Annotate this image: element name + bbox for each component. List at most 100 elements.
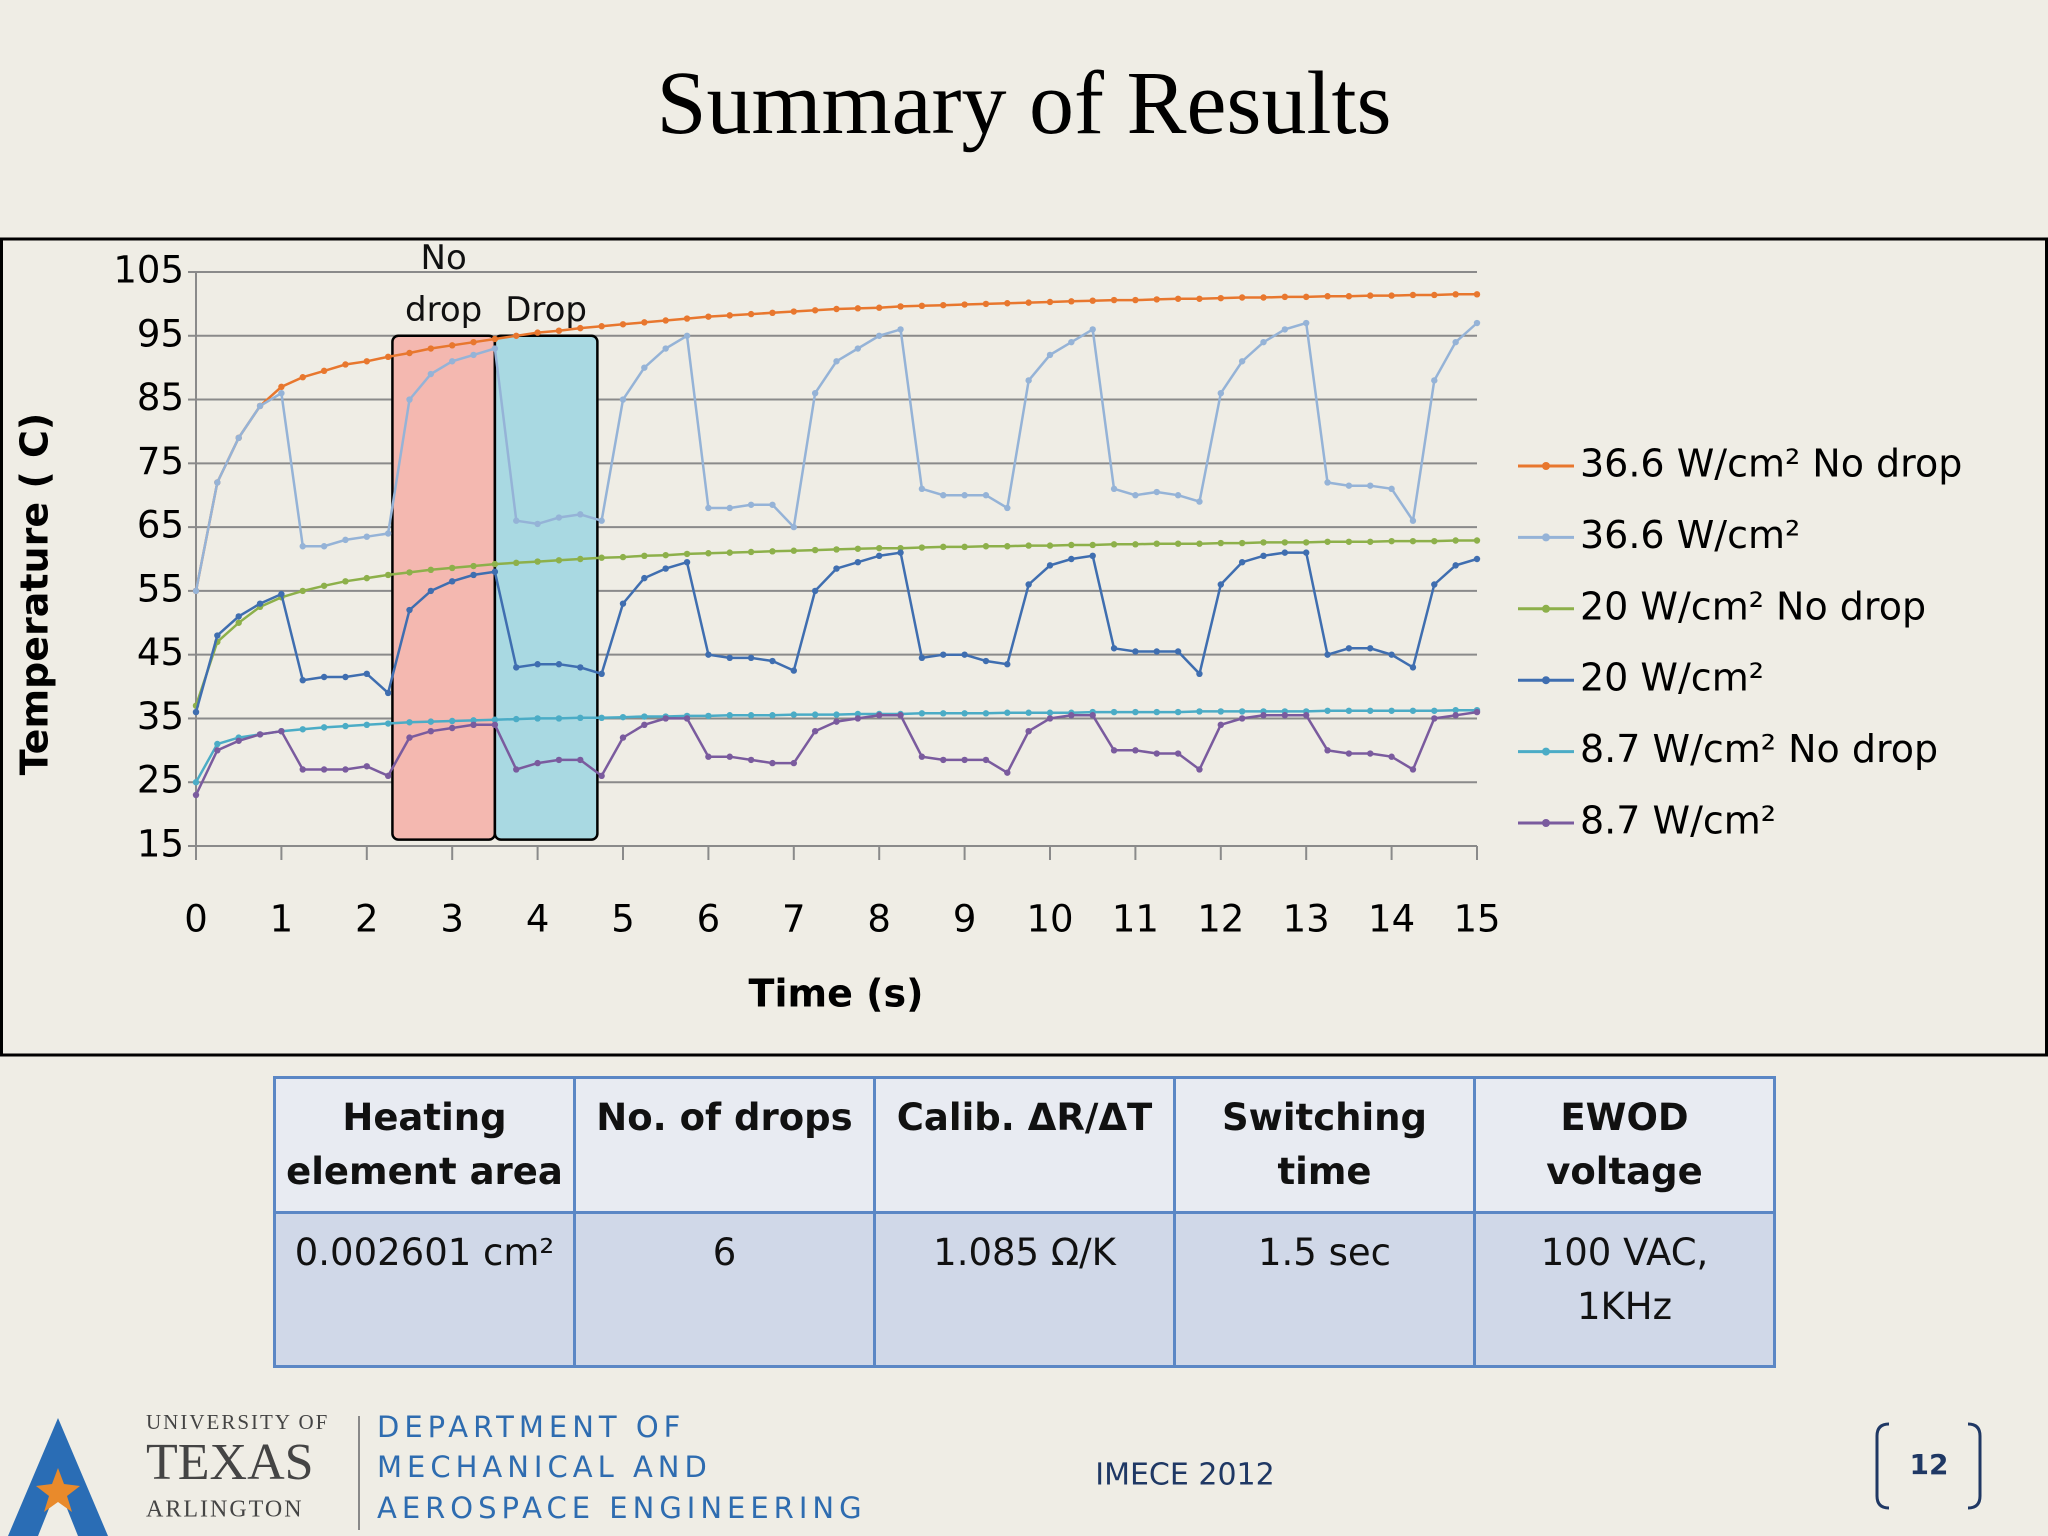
data-point [1345, 707, 1353, 714]
data-point [1025, 377, 1032, 384]
data-point [1473, 291, 1481, 298]
data-point [769, 712, 776, 719]
data-point [1196, 498, 1203, 505]
data-point [982, 543, 990, 550]
summary-table: Heating element area No. of drops Calib. ΔR… [273, 1076, 1776, 1368]
data-point [1174, 540, 1182, 547]
data-point [1089, 541, 1096, 549]
data-point [342, 536, 349, 544]
data-point [577, 555, 584, 563]
data-point [662, 715, 669, 722]
data-point [363, 533, 370, 540]
data-point [299, 766, 306, 773]
data-point [747, 501, 755, 508]
data-point [1238, 708, 1246, 715]
data-point [790, 667, 797, 674]
data-point [641, 319, 648, 326]
data-point [726, 654, 733, 662]
data-point [320, 724, 328, 731]
data-point [320, 367, 328, 375]
legend-marker [1542, 533, 1550, 542]
data-point [833, 718, 840, 725]
data-point [726, 312, 733, 319]
data-point [1089, 712, 1096, 719]
legend-marker [1542, 462, 1550, 470]
data-point [1452, 338, 1459, 346]
data-point [342, 766, 349, 773]
cell-text: 1KHz [1576, 1285, 1673, 1328]
data-point [940, 710, 947, 717]
data-point [427, 718, 435, 725]
data-point [876, 304, 883, 311]
data-point [1281, 712, 1289, 719]
page-bracket [1875, 1422, 1890, 1510]
data-point [513, 766, 520, 773]
data-point [320, 543, 328, 550]
data-point [513, 517, 520, 524]
cell-text: 100 VAC, [1540, 1231, 1709, 1274]
data-point [705, 651, 712, 658]
data-point [747, 654, 755, 662]
data-point [961, 651, 968, 658]
data-point [641, 574, 648, 582]
data-point [790, 711, 797, 718]
data-point [427, 345, 435, 352]
data-point [342, 673, 349, 681]
data-point [384, 571, 392, 579]
data-point [491, 568, 499, 575]
data-point [1046, 562, 1054, 569]
data-point [854, 710, 862, 718]
data-point [918, 654, 926, 662]
data-point [577, 714, 584, 722]
data-point [406, 734, 413, 741]
y-tick-label: 85 [137, 376, 184, 419]
data-point [363, 721, 370, 729]
data-point [384, 772, 392, 780]
legend-marker [1542, 819, 1550, 827]
data-point [1367, 482, 1374, 489]
data-point [278, 590, 285, 598]
data-point [1388, 537, 1395, 545]
table-cell: No. of drops [573, 1076, 876, 1214]
data-point [214, 747, 221, 754]
data-point [876, 712, 883, 719]
y-tick-label: 105 [113, 249, 184, 292]
data-point [726, 712, 733, 719]
data-point [1132, 708, 1139, 716]
data-point [790, 308, 797, 315]
table-row: Heating element area No. of drops Calib. ΔR… [273, 1076, 1776, 1214]
y-tick-label: 55 [137, 567, 184, 610]
data-point [705, 313, 712, 320]
data-point [982, 756, 990, 764]
data-point [790, 547, 797, 554]
data-point [534, 661, 541, 668]
data-point [1238, 539, 1246, 547]
data-point [876, 552, 883, 560]
data-point [683, 550, 691, 558]
data-point [513, 332, 520, 339]
data-point [449, 717, 456, 725]
data-point [1174, 708, 1182, 716]
data-point [940, 543, 947, 551]
data-point [1196, 766, 1203, 773]
data-point [1004, 504, 1011, 512]
data-point [1409, 664, 1417, 671]
data-point [449, 564, 456, 572]
cell-text: Switching [1222, 1096, 1427, 1139]
legend-label: 36.6 W/cm² No drop [1580, 442, 1962, 486]
data-point [299, 374, 306, 381]
data-point [1110, 485, 1118, 493]
data-point [555, 557, 563, 564]
data-point [363, 763, 370, 770]
data-point [854, 558, 862, 566]
data-point [491, 335, 499, 343]
data-point [1217, 581, 1225, 588]
data-point [235, 434, 242, 442]
data-point [1046, 351, 1054, 359]
data-point [235, 619, 242, 626]
data-point [1217, 721, 1225, 729]
data-point [918, 302, 926, 310]
data-point [1345, 538, 1353, 545]
university-line: UNIVERSITY OF [146, 1410, 329, 1434]
data-point [1260, 338, 1267, 346]
